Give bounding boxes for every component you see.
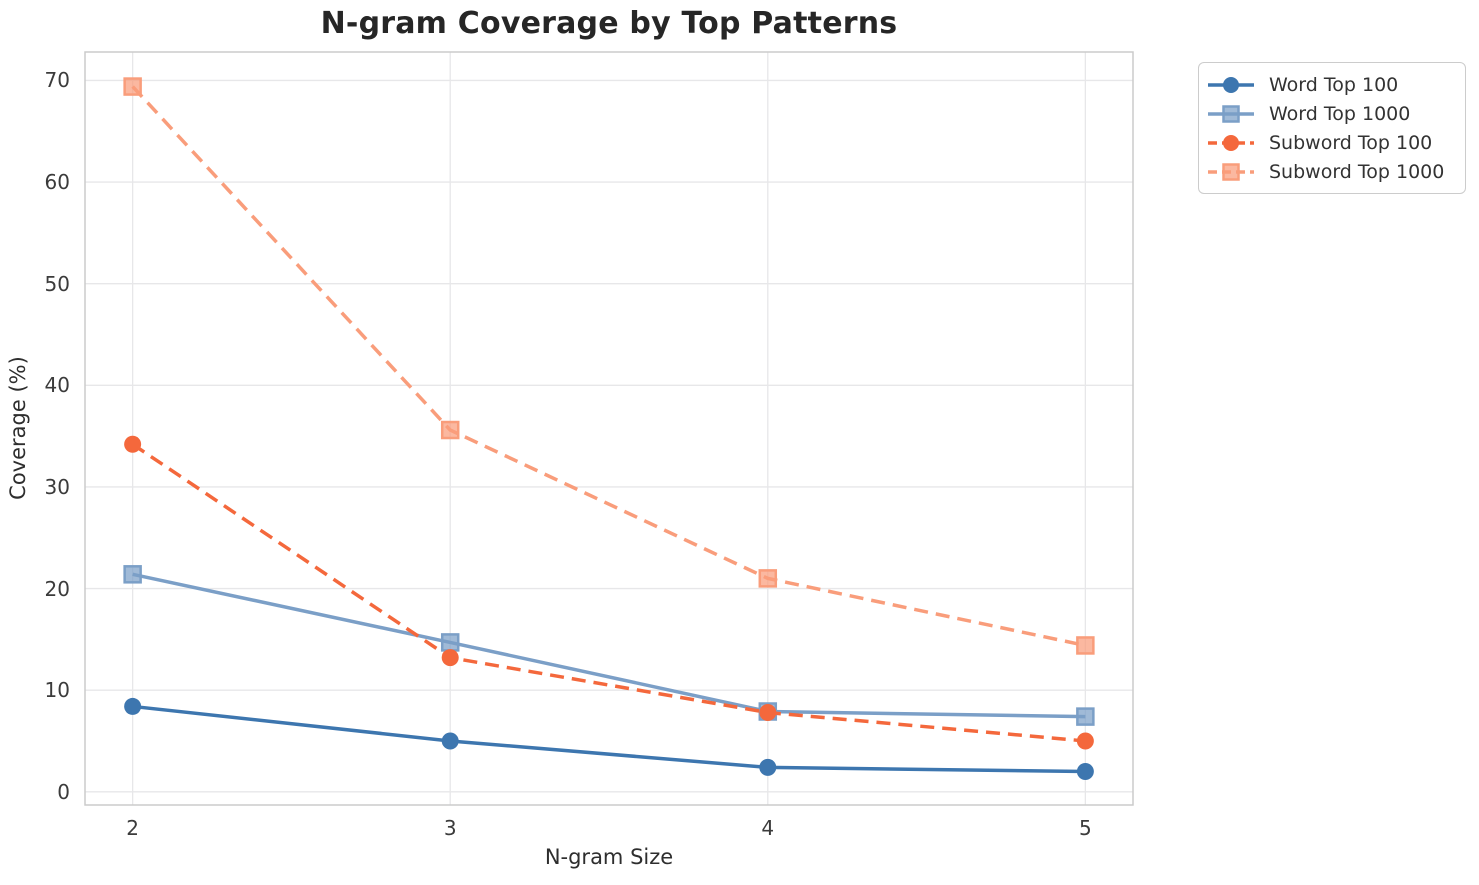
square-marker-icon bbox=[1222, 162, 1240, 181]
y-tick-label: 20 bbox=[44, 576, 70, 601]
y-tick-label: 70 bbox=[44, 68, 70, 93]
y-tick-label: 0 bbox=[57, 779, 70, 804]
circle-marker-icon bbox=[1223, 134, 1239, 151]
series-line-2 bbox=[131, 442, 1086, 743]
series-line-0 bbox=[132, 704, 1086, 774]
data-point-marker bbox=[124, 435, 142, 453]
legend-label: Word Top 100 bbox=[1269, 73, 1399, 96]
legend-item: Subword Top 1000 bbox=[1205, 157, 1455, 186]
data-point-marker bbox=[441, 649, 459, 667]
legend-label: Subword Top 1000 bbox=[1269, 160, 1445, 183]
y-tick-label: 60 bbox=[44, 170, 70, 195]
legend-swatch bbox=[1208, 104, 1254, 123]
series-line-1 bbox=[132, 572, 1086, 719]
legend-label: Word Top 1000 bbox=[1269, 102, 1411, 125]
legend-item: Subword Top 100 bbox=[1205, 128, 1455, 157]
data-point-marker bbox=[123, 565, 142, 584]
legend-swatch bbox=[1208, 76, 1254, 93]
legend-item: Word Top 1000 bbox=[1205, 99, 1455, 128]
x-tick-label: 5 bbox=[1078, 816, 1092, 840]
legend-item: Word Top 100 bbox=[1205, 70, 1455, 99]
legend-swatch bbox=[1208, 162, 1254, 181]
square-marker-icon bbox=[1222, 104, 1240, 123]
x-axis-label: N-gram Size bbox=[544, 845, 674, 869]
chart-title: N-gram Coverage by Top Patterns bbox=[320, 6, 898, 41]
data-point-marker bbox=[1076, 762, 1094, 780]
data-point-marker bbox=[1076, 636, 1095, 655]
data-point-marker bbox=[759, 758, 777, 776]
y-tick-label: 30 bbox=[44, 474, 70, 499]
data-point-marker bbox=[440, 420, 460, 440]
circle-marker-icon bbox=[1223, 76, 1239, 93]
y-tick-label: 40 bbox=[44, 373, 70, 398]
data-point-marker bbox=[441, 732, 459, 750]
data-point-marker bbox=[1076, 707, 1095, 726]
data-point-marker bbox=[758, 569, 778, 588]
plot-border bbox=[84, 51, 1134, 806]
data-point-marker bbox=[759, 704, 777, 722]
legend: Word Top 100 Word Top 1000 Subword Top 100… bbox=[1198, 62, 1466, 194]
y-tick-label: 10 bbox=[44, 678, 70, 703]
legend-swatch bbox=[1208, 134, 1254, 151]
series-line-3 bbox=[131, 85, 1086, 648]
x-tick-label: 4 bbox=[761, 816, 775, 840]
x-tick-label: 3 bbox=[443, 816, 457, 840]
data-point-marker bbox=[440, 633, 460, 652]
data-point-marker bbox=[123, 77, 142, 96]
y-tick-label: 50 bbox=[44, 271, 70, 296]
legend-label: Subword Top 100 bbox=[1269, 131, 1433, 154]
data-point-marker bbox=[124, 697, 142, 715]
data-point-marker bbox=[1076, 732, 1094, 750]
x-tick-label: 2 bbox=[126, 816, 139, 840]
